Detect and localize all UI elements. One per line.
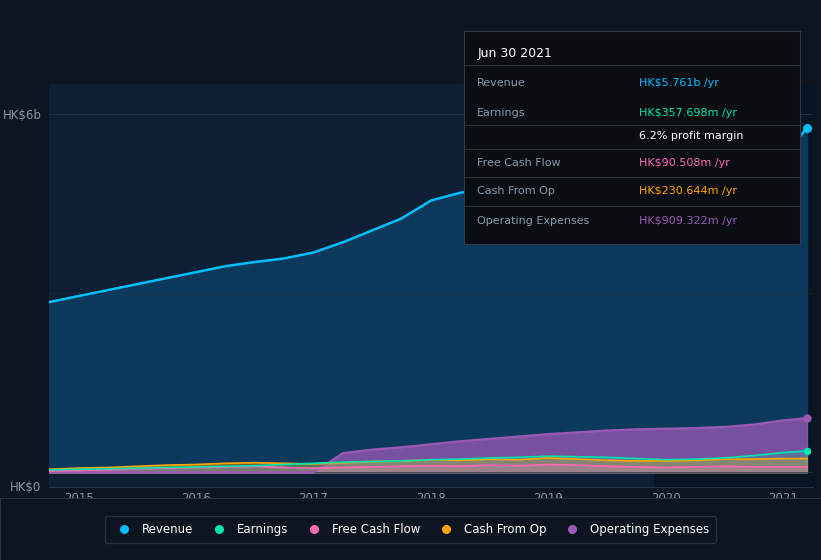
Bar xyxy=(654,84,813,487)
Text: Revenue: Revenue xyxy=(477,78,526,88)
Text: HK$357.698m /yr: HK$357.698m /yr xyxy=(639,108,737,118)
Text: Jun 30 2021: Jun 30 2021 xyxy=(477,46,553,60)
Text: HK$909.322m /yr: HK$909.322m /yr xyxy=(639,216,737,226)
Text: Cash From Op: Cash From Op xyxy=(477,186,555,197)
Point xyxy=(800,124,814,133)
Text: Earnings: Earnings xyxy=(477,108,525,118)
Text: 6.2% profit margin: 6.2% profit margin xyxy=(639,131,743,141)
Text: HK$0: HK$0 xyxy=(11,480,42,494)
Text: Free Cash Flow: Free Cash Flow xyxy=(477,158,561,168)
Legend: Revenue, Earnings, Free Cash Flow, Cash From Op, Operating Expenses: Revenue, Earnings, Free Cash Flow, Cash … xyxy=(105,516,716,543)
Text: Operating Expenses: Operating Expenses xyxy=(477,216,589,226)
Point xyxy=(800,446,814,455)
Point xyxy=(800,413,814,422)
Text: HK$5.761b /yr: HK$5.761b /yr xyxy=(639,78,718,88)
Text: HK$6b: HK$6b xyxy=(2,109,42,122)
Text: HK$90.508m /yr: HK$90.508m /yr xyxy=(639,158,730,168)
Text: HK$230.644m /yr: HK$230.644m /yr xyxy=(639,186,737,197)
